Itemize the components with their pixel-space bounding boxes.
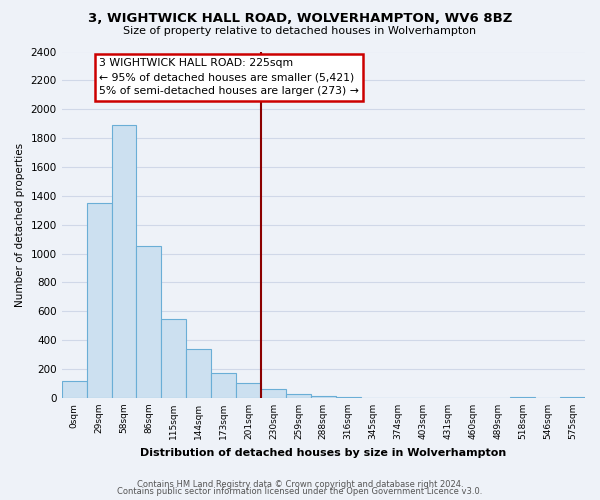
Bar <box>112 125 136 398</box>
Bar <box>236 383 261 398</box>
Text: 3 WIGHTWICK HALL ROAD: 225sqm
← 95% of detached houses are smaller (5,421)
5% of: 3 WIGHTWICK HALL ROAD: 225sqm ← 95% of d… <box>99 58 359 96</box>
Bar <box>286 394 311 398</box>
Text: 3, WIGHTWICK HALL ROAD, WOLVERHAMPTON, WV6 8BZ: 3, WIGHTWICK HALL ROAD, WOLVERHAMPTON, W… <box>88 12 512 26</box>
Y-axis label: Number of detached properties: Number of detached properties <box>15 142 25 307</box>
Text: Size of property relative to detached houses in Wolverhampton: Size of property relative to detached ho… <box>124 26 476 36</box>
Text: Contains HM Land Registry data © Crown copyright and database right 2024.: Contains HM Land Registry data © Crown c… <box>137 480 463 489</box>
Bar <box>136 246 161 398</box>
Bar <box>186 349 211 398</box>
Bar <box>261 390 286 398</box>
Text: Contains public sector information licensed under the Open Government Licence v3: Contains public sector information licen… <box>118 487 482 496</box>
Bar <box>62 380 86 398</box>
X-axis label: Distribution of detached houses by size in Wolverhampton: Distribution of detached houses by size … <box>140 448 506 458</box>
Bar <box>86 203 112 398</box>
Bar <box>510 397 535 398</box>
Bar <box>161 318 186 398</box>
Bar <box>560 397 585 398</box>
Bar <box>311 396 336 398</box>
Bar <box>211 374 236 398</box>
